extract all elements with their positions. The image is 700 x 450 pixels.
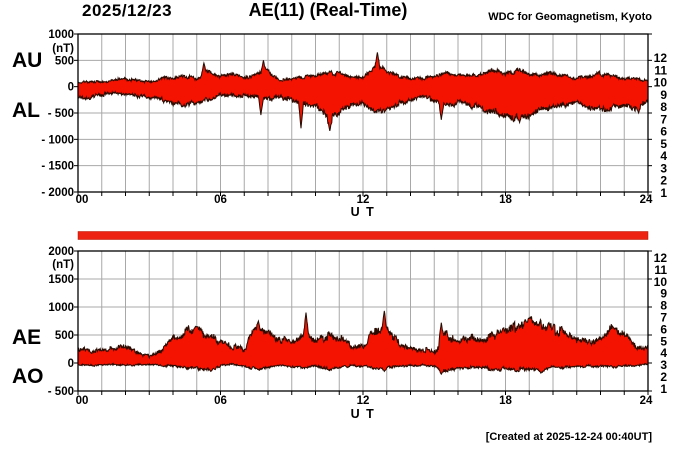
station-number: 9: [660, 88, 667, 102]
station-number: 10: [654, 76, 668, 90]
station-number: 5: [660, 137, 667, 151]
data-availability-bar: [77, 231, 649, 240]
station-number: 4: [660, 149, 667, 163]
y-tick-label: 1000: [48, 29, 74, 41]
y-tick-label: 0: [68, 358, 74, 370]
series-label-ao: AO: [12, 365, 44, 388]
x-tick-label: 12: [357, 395, 370, 407]
index-band-au-al: [78, 52, 648, 132]
station-number: 5: [660, 334, 667, 348]
station-number: 1: [660, 186, 667, 200]
x-tick-label: 00: [76, 395, 89, 407]
station-number: 11: [654, 263, 667, 277]
y-tick-label: - 500: [48, 386, 74, 398]
x-tick-label: 06: [214, 395, 227, 407]
station-number: 3: [660, 358, 667, 372]
y-tick-label: 500: [55, 330, 74, 342]
x-tick-label: 24: [640, 194, 653, 206]
station-number: 10: [654, 275, 668, 289]
y-axis-unit: (nT): [52, 259, 74, 271]
series-label-al: AL: [12, 99, 40, 122]
series-label-ae: AE: [12, 326, 41, 349]
station-number: 12: [654, 251, 668, 265]
index-band-ae-ao: [78, 310, 648, 376]
y-tick-label: 1500: [48, 274, 74, 286]
x-tick-label: 06: [214, 194, 227, 206]
y-tick-label: - 2000: [41, 187, 74, 199]
y-axis-unit: (nT): [52, 43, 74, 55]
y-tick-label: 2000: [48, 246, 74, 258]
availability-bar-rect: [77, 231, 649, 240]
station-number: 9: [660, 287, 667, 301]
station-number: 6: [660, 125, 667, 139]
y-tick-label: 0: [68, 82, 74, 94]
created-timestamp: [Created at 2025-12-24 00:40UT]: [486, 431, 653, 443]
station-number: 11: [654, 63, 667, 77]
x-tick-label: 18: [499, 395, 512, 407]
organization-label: WDC for Geomagnetism, Kyoto: [488, 11, 652, 23]
top-plot-au-al: 1000 500 0 - 500 - 1000 - 1500 - 2000 (nT) 00 06 1…: [41, 29, 667, 206]
y-tick-label: - 500: [48, 108, 74, 120]
x-axis-title-bottom: U T: [351, 407, 376, 421]
y-tick-label: 500: [55, 55, 74, 67]
station-number: 3: [660, 161, 667, 175]
station-number: 7: [660, 311, 667, 325]
station-number: 4: [660, 346, 667, 360]
x-tick-label: 24: [640, 395, 653, 407]
station-number: 2: [660, 370, 667, 384]
station-number: 8: [660, 100, 667, 114]
x-tick-label: 18: [499, 194, 512, 206]
y-tick-label: - 1000: [41, 134, 74, 146]
station-number: 12: [654, 51, 668, 65]
station-number: 2: [660, 174, 667, 188]
station-number: 6: [660, 322, 667, 336]
y-tick-label: 1000: [48, 302, 74, 314]
series-label-au: AU: [12, 49, 42, 72]
x-tick-label: 00: [76, 194, 89, 206]
plot-date: 2025/12/23: [82, 1, 172, 20]
station-number: 1: [660, 382, 667, 396]
plot-frame: [77, 250, 649, 392]
plot-frame: [77, 33, 649, 193]
station-number: 8: [660, 299, 667, 313]
x-tick-label: 12: [357, 194, 370, 206]
y-tick-label: - 1500: [41, 161, 74, 173]
station-number: 7: [660, 112, 667, 126]
plot-title: AE(11) (Real-Time): [249, 0, 408, 20]
x-axis-title-top: U T: [351, 205, 376, 219]
